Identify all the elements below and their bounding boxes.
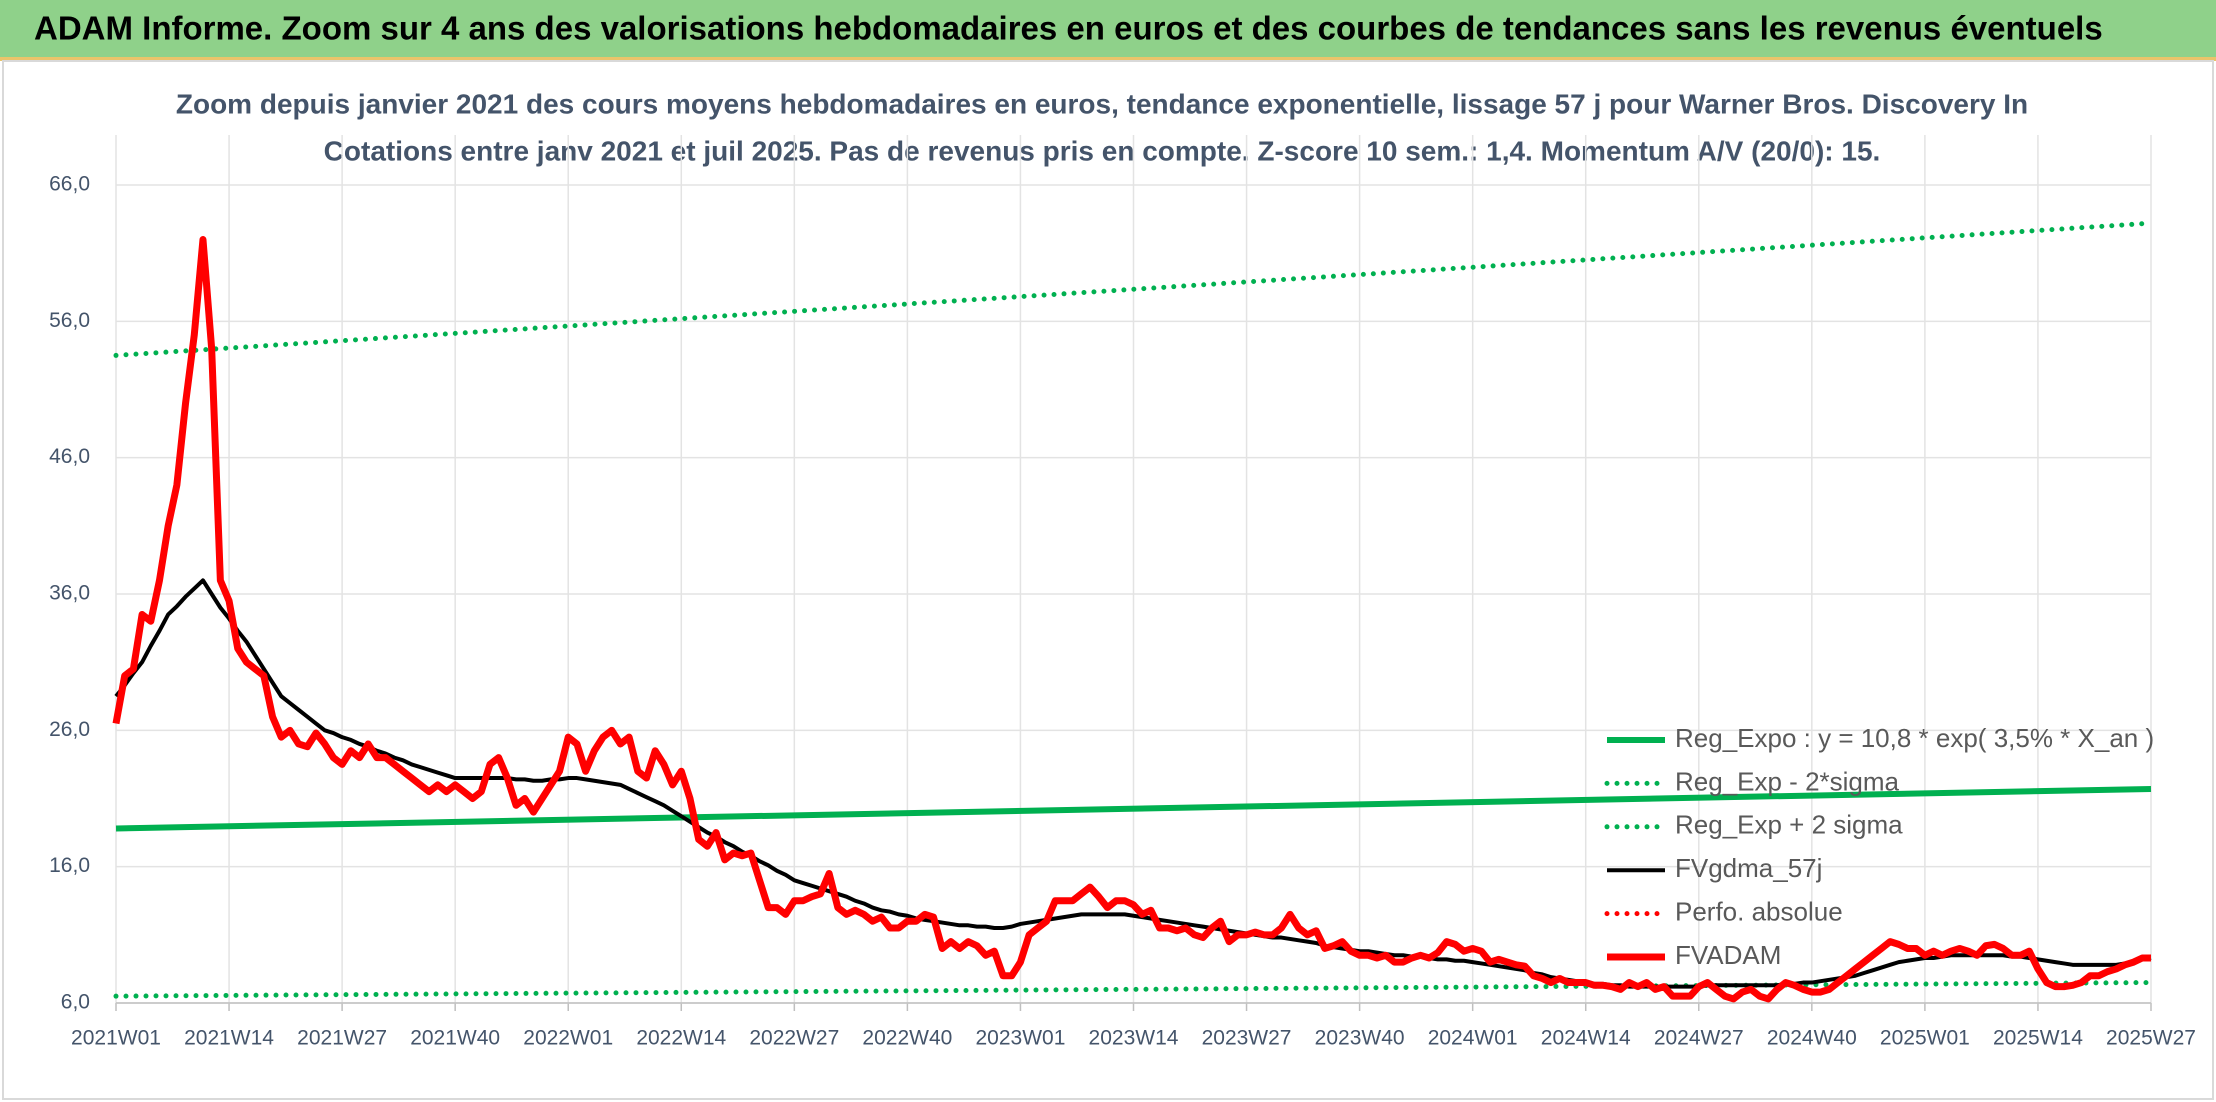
- x-tick-label: 2022W01: [523, 1027, 613, 1050]
- chart-border: [2, 60, 2214, 1100]
- chart-subtitle: Cotations entre janv 2021 et juil 2025. …: [324, 135, 1881, 166]
- series-line: [112, 236, 2151, 1003]
- x-tick-label: 2021W27: [297, 1027, 387, 1050]
- header-band: [0, 0, 2216, 57]
- legend-label: Reg_Expo : y = 10,8 * exp( 3,5% * X_an ): [1675, 723, 2154, 753]
- header-edge: [0, 57, 2216, 61]
- legend-label: FVgdma_57j: [1675, 853, 1822, 883]
- legend-label: Perfo. absolue: [1675, 896, 1843, 926]
- series-line: [115, 785, 2152, 832]
- x-tick-label: 2022W40: [862, 1027, 952, 1050]
- x-tick-label: 2025W27: [2106, 1027, 2196, 1050]
- x-tick-label: 2023W01: [975, 1027, 1065, 1050]
- y-tick-label: 36,0: [49, 582, 90, 605]
- series-line: [113, 980, 2154, 999]
- x-tick-label: 2023W14: [1089, 1027, 1179, 1050]
- y-tick-label: 16,0: [49, 854, 90, 877]
- x-tick-label: 2024W01: [1428, 1027, 1518, 1050]
- y-tick-label: 46,0: [49, 445, 90, 468]
- x-tick-label: 2024W27: [1654, 1027, 1744, 1050]
- y-tick-label: 6,0: [61, 991, 90, 1014]
- x-tick-label: 2025W01: [1880, 1027, 1970, 1050]
- x-tick-label: 2021W01: [71, 1027, 161, 1050]
- legend-label: Reg_Exp + 2 sigma: [1675, 810, 1903, 840]
- legend-label: FVADAM: [1675, 940, 1781, 970]
- x-tick-label: 2023W40: [1315, 1027, 1405, 1050]
- x-tick-label: 2024W40: [1767, 1027, 1857, 1050]
- x-tick-label: 2021W40: [410, 1027, 500, 1050]
- y-tick-label: 66,0: [49, 173, 90, 196]
- y-tick-label: 26,0: [49, 718, 90, 741]
- x-tick-label: 2022W14: [636, 1027, 726, 1050]
- x-tick-label: 2022W27: [749, 1027, 839, 1050]
- series-line: [114, 578, 2152, 989]
- y-tick-label: 56,0: [49, 309, 90, 332]
- x-tick-label: 2024W14: [1541, 1027, 1631, 1050]
- header-title: ADAM Informe. Zoom sur 4 ans des valoris…: [34, 10, 2103, 47]
- legend-label: Reg_Exp - 2*sigma: [1675, 766, 1900, 796]
- series-line: [113, 220, 2154, 358]
- x-tick-label: 2025W14: [1993, 1027, 2083, 1050]
- x-tick-label: 2023W27: [1202, 1027, 1292, 1050]
- x-tick-label: 2021W14: [184, 1027, 274, 1050]
- chart-title: Zoom depuis janvier 2021 des cours moyen…: [176, 88, 2028, 119]
